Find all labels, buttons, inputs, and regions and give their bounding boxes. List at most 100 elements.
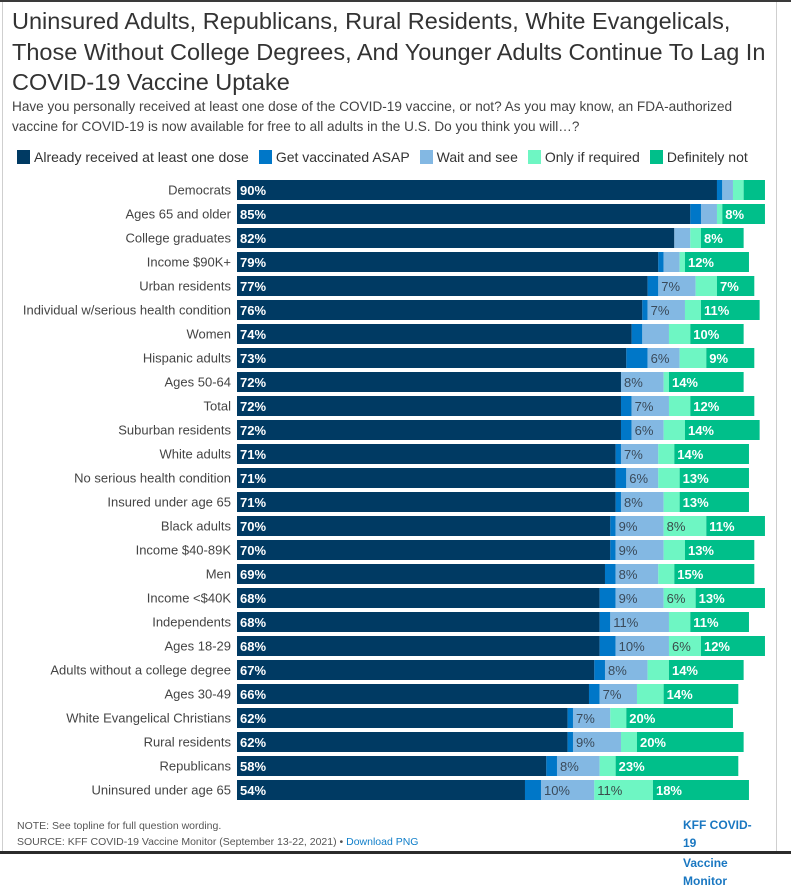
- bar-segment-already-received-at-least-one-dose[interactable]: [237, 636, 600, 656]
- bar-segment-only-if-required[interactable]: [663, 588, 696, 608]
- bar-segment-get-vaccinated-asap[interactable]: [594, 660, 605, 680]
- bar-segment-already-received-at-least-one-dose[interactable]: [237, 348, 627, 368]
- bar-segment-definitely-not[interactable]: [684, 252, 749, 272]
- bar-segment-definitely-not[interactable]: [663, 684, 739, 704]
- bar-segment-definitely-not[interactable]: [700, 300, 760, 320]
- bar-segment-already-received-at-least-one-dose[interactable]: [237, 492, 616, 512]
- bar-segment-already-received-at-least-one-dose[interactable]: [237, 612, 600, 632]
- bar-segment-only-if-required[interactable]: [684, 300, 701, 320]
- bar-segment-only-if-required[interactable]: [668, 612, 691, 632]
- bar-segment-only-if-required[interactable]: [679, 252, 685, 272]
- bar-segment-only-if-required[interactable]: [658, 444, 675, 464]
- bar-segment-definitely-not[interactable]: [626, 708, 733, 728]
- bar-segment-definitely-not[interactable]: [716, 276, 755, 296]
- bar-segment-definitely-not[interactable]: [652, 780, 749, 800]
- legend-item-0[interactable]: Already received at least one dose: [17, 149, 249, 165]
- bar-segment-definitely-not[interactable]: [668, 372, 744, 392]
- bar-segment-already-received-at-least-one-dose[interactable]: [237, 444, 616, 464]
- bar-segment-get-vaccinated-asap[interactable]: [610, 540, 616, 560]
- bar-segment-get-vaccinated-asap[interactable]: [599, 612, 611, 632]
- bar-segment-already-received-at-least-one-dose[interactable]: [237, 540, 611, 560]
- bar-segment-get-vaccinated-asap[interactable]: [615, 444, 621, 464]
- bar-segment-already-received-at-least-one-dose[interactable]: [237, 564, 605, 584]
- bar-segment-definitely-not[interactable]: [684, 540, 755, 560]
- bar-segment-wait-and-see[interactable]: [674, 228, 691, 248]
- bar-segment-only-if-required[interactable]: [647, 660, 669, 680]
- bar-segment-wait-and-see[interactable]: [540, 780, 595, 800]
- bar-segment-wait-and-see[interactable]: [615, 588, 664, 608]
- bar-segment-only-if-required[interactable]: [690, 228, 701, 248]
- bar-segment-get-vaccinated-asap[interactable]: [567, 732, 573, 752]
- bar-segment-already-received-at-least-one-dose[interactable]: [237, 228, 675, 248]
- bar-segment-definitely-not[interactable]: [722, 204, 765, 224]
- bar-segment-definitely-not[interactable]: [636, 732, 744, 752]
- bar-segment-already-received-at-least-one-dose[interactable]: [237, 756, 547, 776]
- bar-segment-definitely-not[interactable]: [668, 660, 744, 680]
- bar-segment-only-if-required[interactable]: [663, 516, 707, 536]
- bar-segment-already-received-at-least-one-dose[interactable]: [237, 588, 600, 608]
- bar-segment-get-vaccinated-asap[interactable]: [567, 708, 573, 728]
- bar-segment-already-received-at-least-one-dose[interactable]: [237, 276, 648, 296]
- bar-segment-definitely-not[interactable]: [674, 444, 749, 464]
- bar-segment-wait-and-see[interactable]: [642, 324, 669, 344]
- bar-segment-only-if-required[interactable]: [732, 180, 744, 200]
- bar-segment-only-if-required[interactable]: [599, 756, 616, 776]
- bar-segment-wait-and-see[interactable]: [658, 276, 696, 296]
- bar-segment-get-vaccinated-asap[interactable]: [610, 516, 616, 536]
- bar-segment-get-vaccinated-asap[interactable]: [546, 756, 557, 776]
- bar-segment-wait-and-see[interactable]: [599, 684, 637, 704]
- bar-segment-wait-and-see[interactable]: [615, 540, 664, 560]
- bar-segment-only-if-required[interactable]: [668, 396, 691, 416]
- bar-segment-wait-and-see[interactable]: [610, 612, 669, 632]
- bar-segment-wait-and-see[interactable]: [631, 396, 669, 416]
- bar-segment-already-received-at-least-one-dose[interactable]: [237, 252, 659, 272]
- bar-segment-wait-and-see[interactable]: [626, 468, 659, 488]
- bar-segment-get-vaccinated-asap[interactable]: [620, 420, 632, 440]
- bar-segment-get-vaccinated-asap[interactable]: [642, 300, 648, 320]
- bar-segment-already-received-at-least-one-dose[interactable]: [237, 372, 621, 392]
- bar-segment-wait-and-see[interactable]: [631, 420, 664, 440]
- bar-segment-get-vaccinated-asap[interactable]: [716, 180, 723, 200]
- bar-segment-wait-and-see[interactable]: [700, 204, 717, 224]
- bar-segment-wait-and-see[interactable]: [620, 444, 659, 464]
- bar-segment-wait-and-see[interactable]: [615, 564, 659, 584]
- bar-segment-definitely-not[interactable]: [690, 612, 749, 632]
- bar-segment-wait-and-see[interactable]: [663, 252, 680, 272]
- bar-segment-definitely-not[interactable]: [690, 324, 744, 344]
- bar-segment-only-if-required[interactable]: [658, 564, 675, 584]
- bar-segment-already-received-at-least-one-dose[interactable]: [237, 684, 589, 704]
- bar-segment-wait-and-see[interactable]: [572, 732, 621, 752]
- bar-segment-wait-and-see[interactable]: [620, 492, 664, 512]
- bar-segment-get-vaccinated-asap[interactable]: [615, 468, 627, 488]
- bar-segment-only-if-required[interactable]: [695, 276, 717, 296]
- bar-segment-definitely-not[interactable]: [679, 468, 749, 488]
- bar-segment-already-received-at-least-one-dose[interactable]: [237, 180, 717, 200]
- bar-segment-definitely-not[interactable]: [684, 420, 760, 440]
- bar-segment-get-vaccinated-asap[interactable]: [524, 780, 541, 800]
- bar-segment-already-received-at-least-one-dose[interactable]: [237, 420, 621, 440]
- bar-segment-get-vaccinated-asap[interactable]: [599, 636, 616, 656]
- bar-segment-only-if-required[interactable]: [663, 540, 685, 560]
- bar-segment-definitely-not[interactable]: [695, 588, 765, 608]
- bar-segment-get-vaccinated-asap[interactable]: [626, 348, 648, 368]
- legend-item-1[interactable]: Get vaccinated ASAP: [258, 149, 410, 165]
- bar-segment-only-if-required[interactable]: [716, 204, 723, 224]
- legend-item-4[interactable]: Definitely not: [649, 149, 748, 165]
- legend-item-2[interactable]: Wait and see: [419, 149, 518, 165]
- bar-segment-get-vaccinated-asap[interactable]: [647, 276, 659, 296]
- bar-segment-only-if-required[interactable]: [663, 420, 685, 440]
- bar-segment-only-if-required[interactable]: [668, 636, 701, 656]
- bar-segment-definitely-not[interactable]: [706, 348, 755, 368]
- bar-segment-already-received-at-least-one-dose[interactable]: [237, 300, 643, 320]
- bar-segment-definitely-not[interactable]: [690, 396, 755, 416]
- bar-segment-definitely-not[interactable]: [679, 492, 749, 512]
- bar-segment-get-vaccinated-asap[interactable]: [620, 396, 632, 416]
- bar-segment-wait-and-see[interactable]: [615, 516, 664, 536]
- bar-segment-definitely-not[interactable]: [700, 636, 765, 656]
- bar-segment-only-if-required[interactable]: [668, 324, 691, 344]
- bar-segment-only-if-required[interactable]: [620, 732, 637, 752]
- bar-segment-wait-and-see[interactable]: [604, 660, 648, 680]
- bar-segment-already-received-at-least-one-dose[interactable]: [237, 324, 632, 344]
- bar-segment-already-received-at-least-one-dose[interactable]: [237, 660, 595, 680]
- bar-segment-already-received-at-least-one-dose[interactable]: [237, 516, 611, 536]
